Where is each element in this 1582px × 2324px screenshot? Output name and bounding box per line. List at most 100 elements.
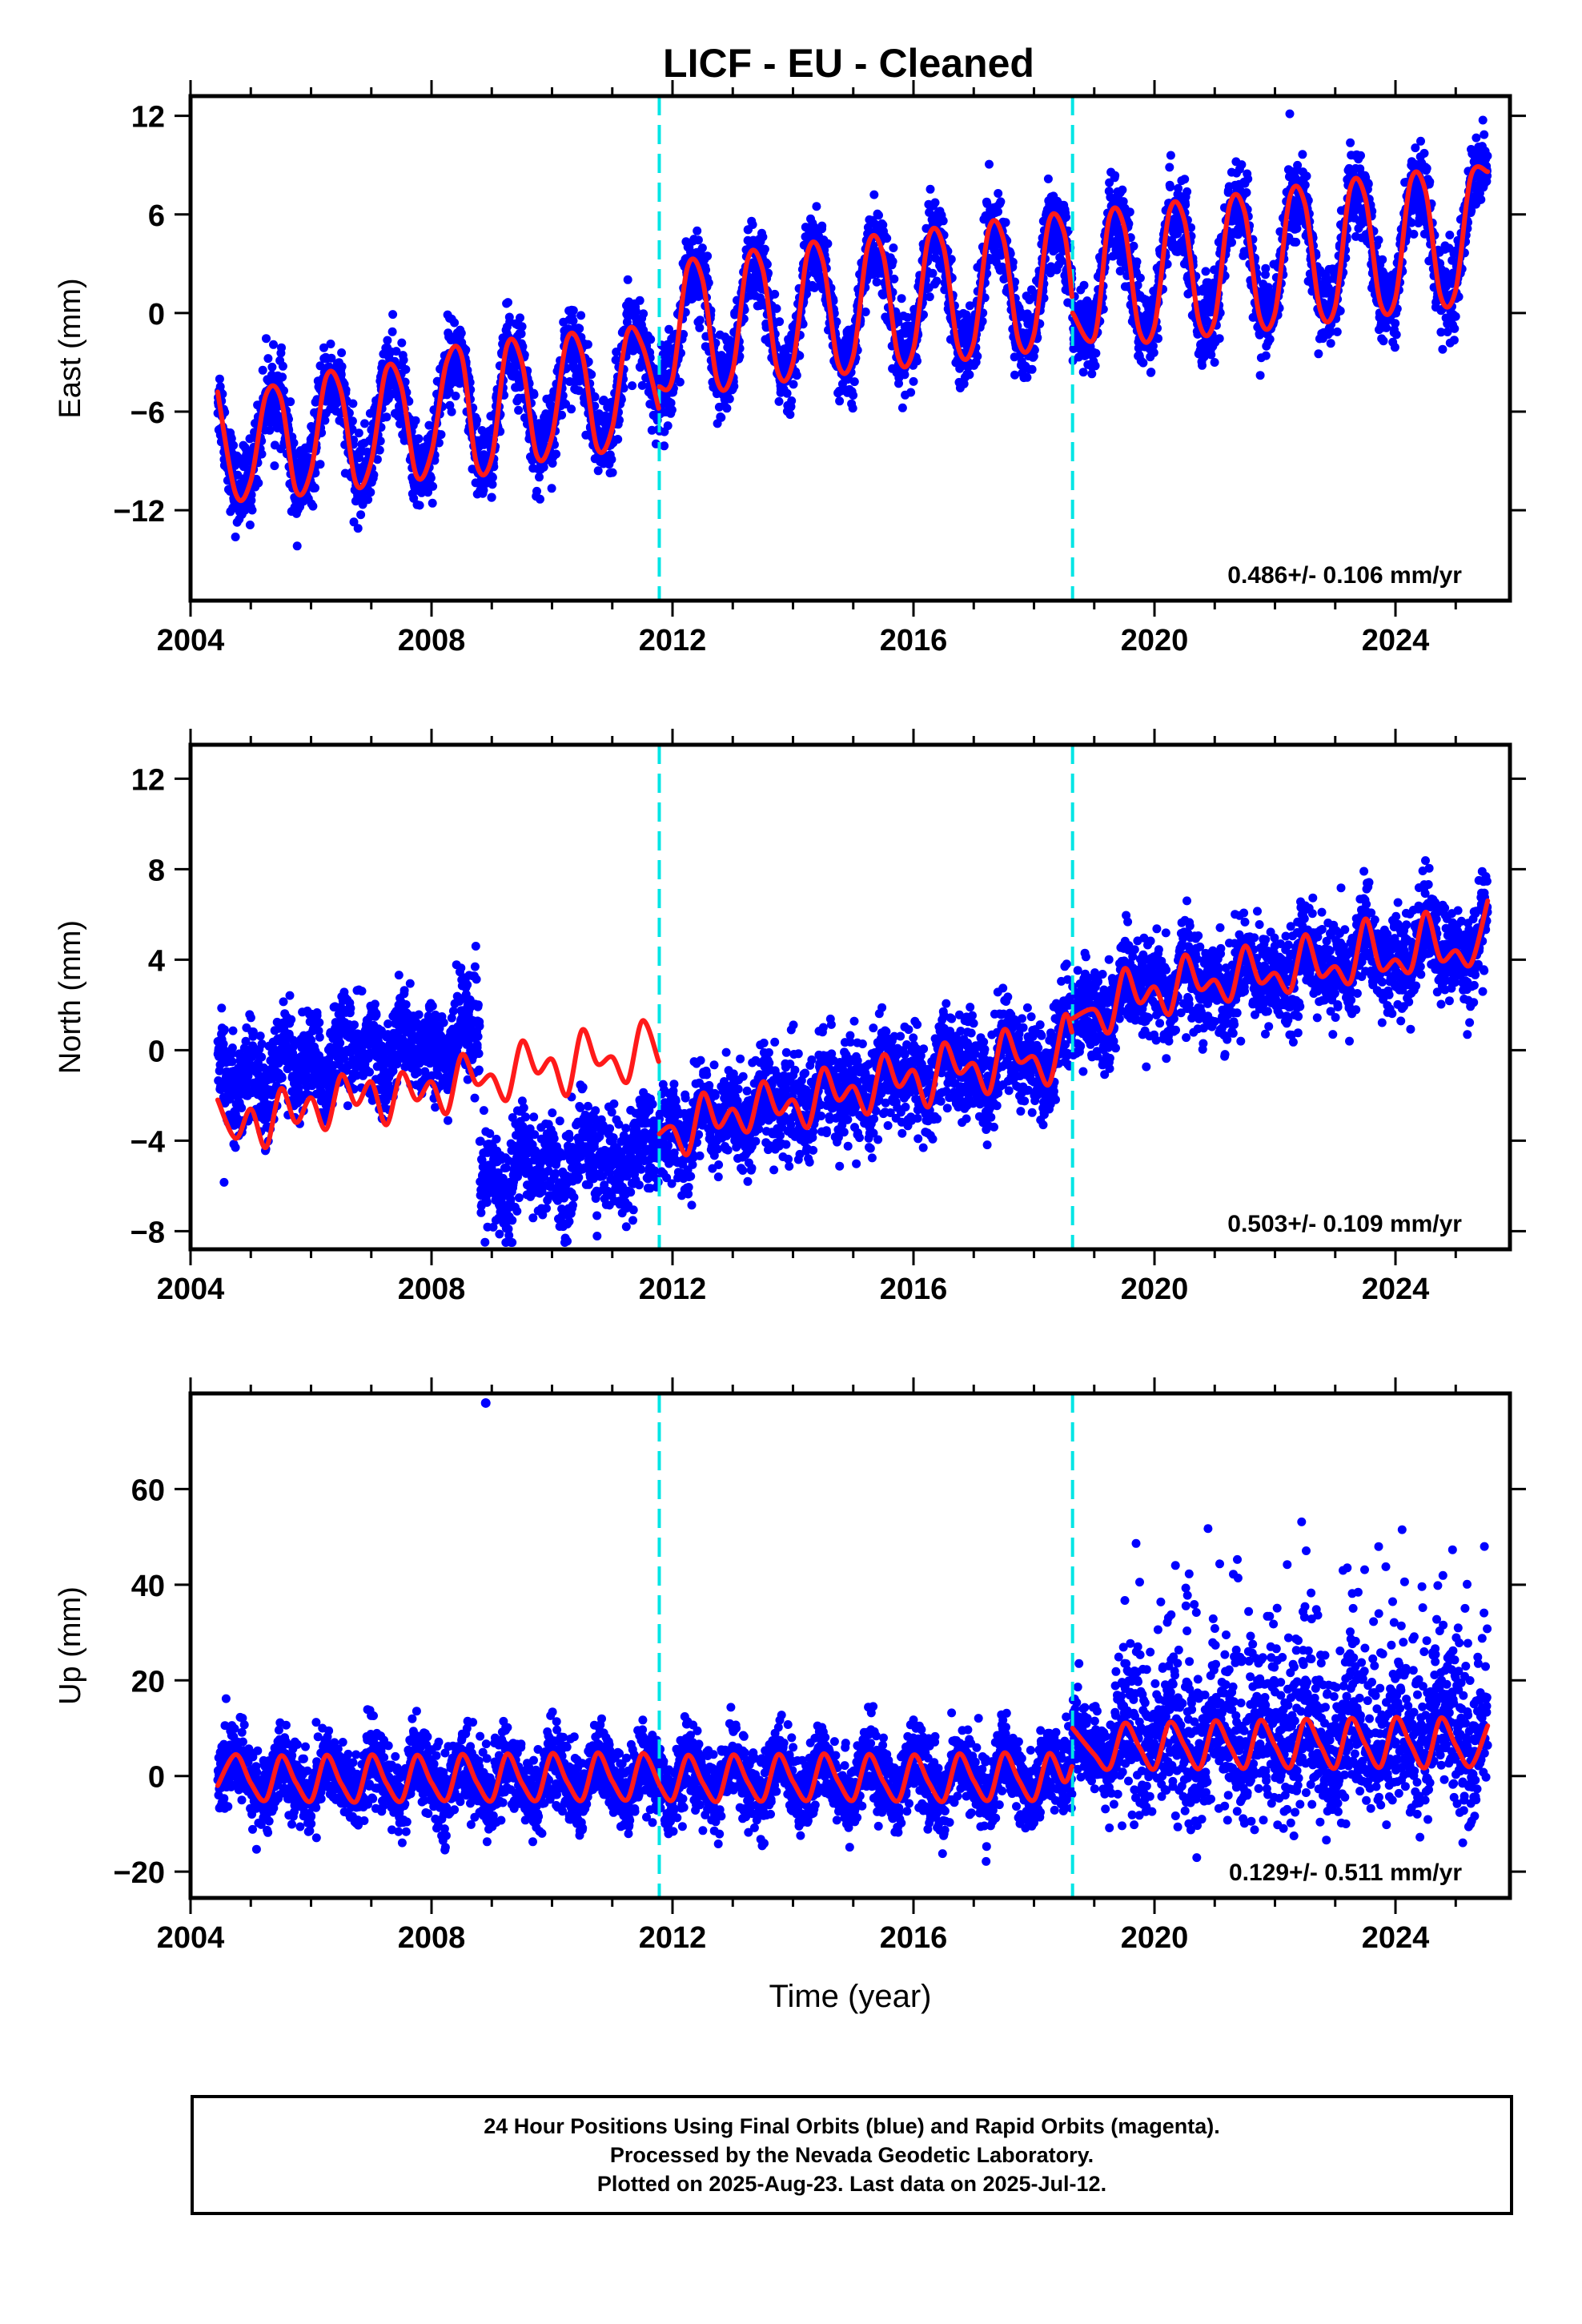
data-point	[387, 327, 397, 336]
data-point	[693, 226, 702, 235]
data-point	[1332, 327, 1342, 336]
data-point	[1298, 150, 1307, 159]
data-point	[722, 404, 732, 413]
data-point	[315, 460, 325, 469]
data-point	[635, 296, 644, 305]
data-point	[229, 440, 239, 450]
data-point	[1129, 241, 1138, 251]
data-point	[1146, 368, 1156, 377]
data-point	[758, 232, 768, 242]
data-point	[775, 317, 785, 327]
data-point	[277, 343, 286, 352]
data-point	[663, 421, 673, 431]
data-point	[1255, 371, 1265, 380]
data-point	[695, 323, 705, 332]
data-point	[1125, 207, 1134, 217]
data-point	[613, 435, 623, 444]
data-point	[973, 352, 982, 361]
data-point	[628, 381, 637, 391]
data-point	[660, 441, 669, 451]
data-point	[583, 340, 592, 349]
data-point	[289, 438, 299, 448]
data-point	[985, 159, 994, 169]
data-point	[1198, 360, 1207, 370]
data-point	[1207, 350, 1216, 360]
data-point	[965, 370, 974, 380]
data-point	[337, 348, 347, 357]
y-axis-label-east: East (mm)	[54, 278, 87, 418]
data-point	[292, 541, 302, 551]
data-point	[1382, 323, 1391, 332]
data-point	[1227, 238, 1236, 247]
data-point	[1090, 361, 1100, 371]
data-point	[447, 407, 456, 416]
data-point	[874, 211, 883, 220]
data-point	[849, 377, 859, 387]
data-point	[1149, 348, 1158, 357]
data-point	[267, 362, 277, 372]
data-point	[451, 392, 460, 400]
data-point	[1285, 109, 1295, 119]
data-point	[1326, 339, 1335, 348]
data-point	[472, 416, 482, 425]
data-point	[311, 483, 319, 493]
data-point	[231, 533, 240, 541]
data-point	[703, 251, 713, 261]
data-point	[1378, 255, 1387, 264]
data-point	[785, 410, 795, 420]
data-point	[415, 501, 424, 510]
data-point	[568, 306, 578, 316]
data-point	[774, 396, 784, 406]
data-point	[994, 207, 1002, 216]
data-point	[1210, 358, 1219, 367]
data-point	[450, 318, 460, 328]
data-point	[789, 380, 798, 389]
data-point	[897, 403, 907, 412]
data-point	[536, 494, 544, 504]
data-point	[1132, 257, 1142, 267]
data-point	[286, 397, 295, 407]
data-point	[1022, 372, 1032, 382]
data-point	[593, 466, 603, 476]
data-point	[1091, 348, 1101, 358]
data-point	[667, 405, 677, 415]
data-point	[849, 391, 858, 400]
data-point	[607, 455, 616, 464]
data-point	[925, 292, 934, 302]
data-point	[532, 486, 541, 496]
data-point	[535, 472, 544, 482]
data-point	[725, 394, 734, 404]
data-point	[1422, 163, 1431, 173]
data-point	[1079, 280, 1089, 290]
data-point	[1243, 174, 1253, 183]
data-point	[1027, 364, 1037, 374]
data-point	[1261, 263, 1271, 273]
data-point	[1138, 358, 1148, 368]
data-point	[1419, 148, 1429, 158]
data-point	[1346, 138, 1355, 147]
data-point	[913, 356, 921, 366]
data-point	[889, 274, 899, 283]
data-point	[1363, 179, 1373, 189]
data-point	[353, 524, 363, 533]
data-point	[265, 425, 275, 435]
data-point	[1166, 151, 1175, 160]
data-point	[1237, 160, 1247, 170]
data-point	[375, 445, 384, 455]
data-point	[693, 235, 703, 245]
data-point	[897, 294, 906, 304]
data-point	[996, 197, 1006, 207]
data-point	[848, 404, 857, 413]
data-point	[529, 390, 539, 400]
data-point	[623, 275, 632, 284]
data-point	[456, 328, 466, 338]
data-point	[1374, 235, 1383, 245]
data-point	[308, 501, 318, 511]
data-point	[399, 356, 408, 364]
data-point	[1390, 343, 1399, 352]
data-point	[760, 244, 769, 254]
data-point	[552, 449, 561, 459]
data-point	[356, 510, 366, 520]
